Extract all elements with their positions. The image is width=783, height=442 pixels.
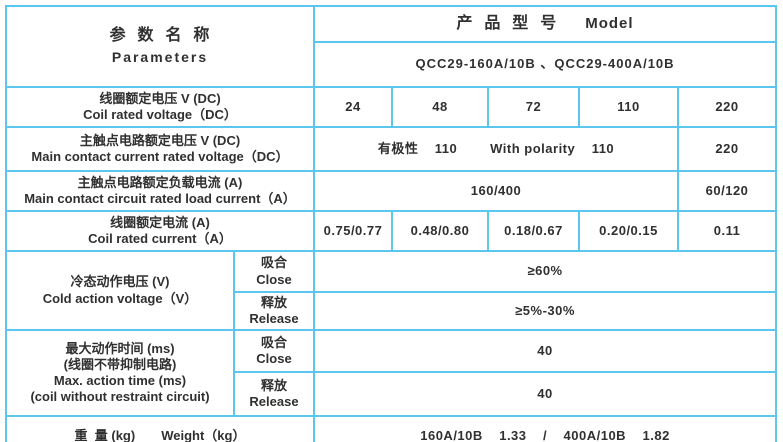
model-numbers-cell: QCC29-160A/10B 、QCC29-400A/10B [312,41,778,88]
max-action-time-label-cell: 最大动作时间 (ms) (线圈不带抑制电路) Max. action time … [5,329,235,417]
contact-voltage-label-en: Main contact current rated voltage（DC） [31,149,289,164]
max-action-time-label-en2: (coil without restraint circuit) [30,389,210,405]
weight-label-en: Weight（kg） [161,427,246,442]
model-header-cn: 产 品 型 号 [456,15,558,32]
max-action-release-en: Release [249,394,299,409]
max-action-time-label-cn1: 最大动作时间 (ms) [65,340,175,356]
cold-action-label-cn: 冷态动作电压 (V) [70,274,170,290]
cold-action-close-en: Close [256,271,292,287]
coil-current-label-cn: 线圈额定电流 (A) [110,214,210,230]
max-action-time-label-en1: Max. action time (ms) [53,373,187,388]
cold-action-release-en: Release [249,311,299,326]
load-current-label-cell: 主触点电路额定负载电流 (A) Main contact circuit rat… [5,170,315,212]
contact-voltage-label-cn: 主触点电路额定电压 V (DC) [79,132,241,148]
coil-current-value-1: 0.75/0.77 [313,210,393,252]
cold-action-label-cell: 冷态动作电压 (V) Cold action voltage（V） [5,250,235,331]
load-current-main-cell: 160/400 [313,170,679,212]
max-action-close-en: Close [256,351,292,366]
coil-voltage-value-2: 48 [391,86,489,128]
cold-action-release-cn: 释放 [260,294,287,310]
coil-current-value-2: 0.48/0.80 [391,210,489,252]
contact-voltage-value-5: 220 [676,126,778,172]
cold-action-release-label-cell: 释放 Release [233,291,315,331]
max-action-time-label-cn2: (线圈不带抑制电路) [63,356,177,372]
coil-voltage-value-5: 220 [676,86,778,128]
max-action-release-value-cell: 40 [312,371,778,417]
coil-voltage-label-cn: 线圈额定电压 V (DC) [99,90,221,106]
coil-current-label-en: Coil rated current（A） [88,231,232,246]
max-action-close-label-cell: 吸合 Close [233,329,315,373]
model-header-cell: 产 品 型 号 Model [312,5,778,43]
max-action-release-cn: 释放 [260,377,287,393]
cold-action-label-en: Cold action voltage（V） [42,290,198,306]
weight-value-cell: 160A/10B 1.33 / 400A/10B 1.82 [312,415,778,442]
coil-voltage-value-1: 24 [313,86,393,128]
max-action-close-cn: 吸合 [260,334,287,350]
cold-action-close-label-cell: 吸合 Close [233,250,315,293]
max-action-release-label-cell: 释放 Release [233,371,315,417]
cold-action-close-value-cell: ≥60% [312,250,778,293]
coil-voltage-label-en: Coil rated voltage（DC） [83,107,237,122]
model-header-en: Model [585,15,634,32]
contact-voltage-polarity-cell: 有极性 110 With polarity 110 [313,126,679,172]
load-current-label-cn: 主触点电路额定负载电流 (A) [77,174,243,190]
weight-label-cn: 重 量 (kg) [74,427,136,442]
contact-voltage-label-cell: 主触点电路额定电压 V (DC) Main contact current ra… [5,126,315,172]
coil-voltage-value-4: 110 [578,86,679,128]
parameters-header-en: Parameters [111,49,209,66]
coil-current-value-4: 0.20/0.15 [578,210,679,252]
coil-current-value-3: 0.18/0.67 [487,210,580,252]
load-current-value-5: 60/120 [676,170,778,212]
coil-current-label-cell: 线圈额定电流 (A) Coil rated current（A） [5,210,315,252]
spec-table: 参 数 名 称 Parameters 产 品 型 号 Model QCC29-16… [5,5,778,442]
max-action-close-value-cell: 40 [312,329,778,373]
weight-label-cell: 重 量 (kg) Weight（kg） [5,415,315,442]
load-current-label-en: Main contact circuit rated load current（… [24,191,296,206]
parameters-header-cn: 参 数 名 称 [109,27,211,45]
coil-current-value-5: 0.11 [676,210,778,252]
coil-voltage-value-3: 72 [487,86,580,128]
cold-action-release-value-cell: ≥5%-30% [312,291,778,331]
coil-voltage-label-cell: 线圈额定电压 V (DC) Coil rated voltage（DC） [5,86,315,128]
parameters-header-cell: 参 数 名 称 Parameters [5,5,315,88]
cold-action-close-cn: 吸合 [260,255,287,271]
